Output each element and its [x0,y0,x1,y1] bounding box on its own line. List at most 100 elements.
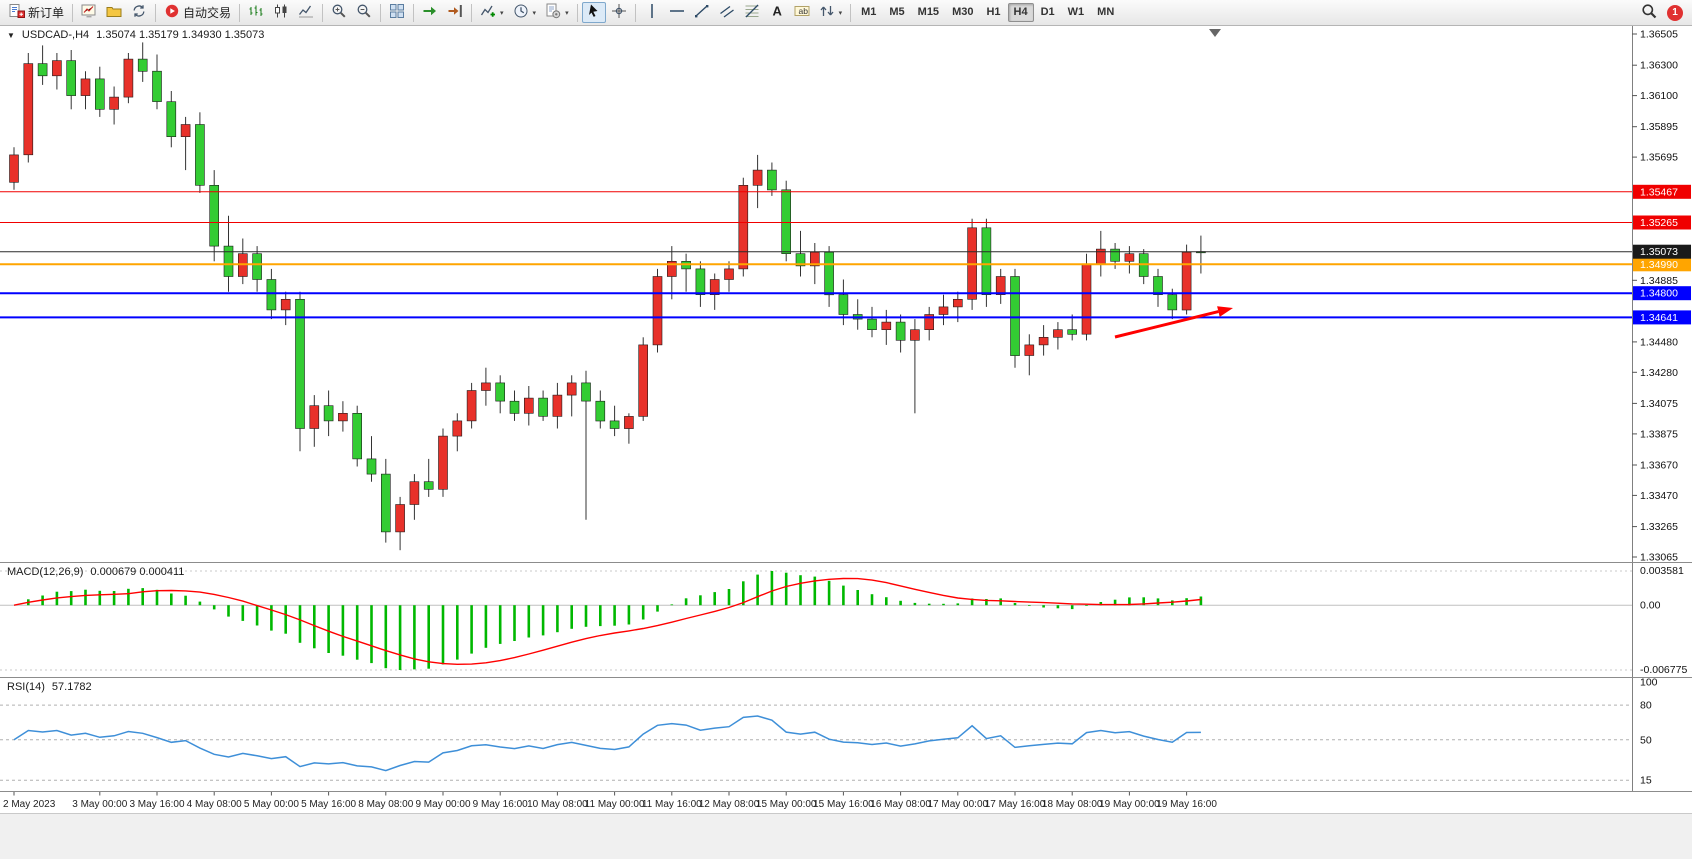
vertical-line-button[interactable] [640,2,664,23]
search-button[interactable] [1637,2,1661,23]
text-button[interactable]: A [765,2,789,23]
svg-text:18 May 08:00: 18 May 08:00 [1042,799,1103,810]
rsi-panel[interactable]: RSI(14) 57.1782 100 80 50 15 [0,677,1692,792]
svg-text:1.33265: 1.33265 [1640,521,1678,533]
chart-dropdown-icon[interactable]: ▼ [7,30,15,40]
toolbar-divider [413,3,415,22]
rsi-label: RSI(14) [7,681,45,693]
timeframe-button-M30[interactable]: M30 [952,6,974,18]
macd-signal-line [13,577,1201,666]
svg-text:12 May 08:00: 12 May 08:00 [699,799,760,810]
new-order-icon [9,3,25,22]
chart-shift-button[interactable] [443,2,467,23]
text-label-button[interactable]: ab [790,2,814,23]
svg-text:19 May 16:00: 19 May 16:00 [1156,799,1217,810]
svg-text:10 May 08:00: 10 May 08:00 [527,799,588,810]
fibonacci-button[interactable] [740,2,764,23]
timeframe-button-M5[interactable]: M5 [889,6,905,18]
indicators-button[interactable]: ▾ [476,2,508,23]
toolbar-divider [471,3,473,22]
refresh-button[interactable] [127,2,151,23]
arrow-objects-button[interactable]: ▾ [815,2,847,23]
svg-text:1.34885: 1.34885 [1640,275,1678,287]
toolbar-divider [380,3,382,22]
time-axis[interactable]: 2 May 2023 3 May 00:00 3 May 16:00 4 May 08… [0,791,1692,814]
timeframe-button-D1[interactable]: D1 [1040,6,1055,18]
toolbar-divider [322,3,324,22]
macd-panel[interactable]: MACD(12,26,9) 0.000679 0.000411 0.003581… [0,562,1692,678]
new-order-button-label: 新订单 [28,6,65,20]
zoom-out-button[interactable] [352,2,376,23]
zoom-in-icon [331,3,347,22]
periods-button[interactable]: ▾ [509,2,541,23]
candlestick-chart-button[interactable] [269,2,293,23]
toolbar-divider [239,3,241,22]
toolbar-divider [850,3,852,22]
svg-text:1.35073: 1.35073 [1640,246,1678,258]
dropdown-caret-icon: ▾ [838,9,843,17]
line-chart-button[interactable] [294,2,318,23]
svg-text:16 May 08:00: 16 May 08:00 [870,799,931,810]
svg-text:4 May 08:00: 4 May 08:00 [187,799,242,810]
svg-text:1.36300: 1.36300 [1640,60,1678,72]
timeframe-button-M1[interactable]: M1 [861,6,877,18]
new-order-button[interactable]: 新订单 [5,2,68,23]
svg-text:11 May 16:00: 11 May 16:00 [642,799,702,810]
bar-chart-button[interactable] [244,2,268,23]
fibo-icon [744,3,760,22]
timeframe-button-MN[interactable]: MN [1097,6,1115,18]
svg-text:17 May 00:00: 17 May 00:00 [927,799,988,810]
auto-trading-button[interactable]: 自动交易 [160,2,235,23]
symbol-timeframe-label: USDCAD-,H4 [21,29,90,41]
toolbar-divider [72,3,74,22]
zoom-in-button[interactable] [327,2,351,23]
arrow-annotation[interactable] [1114,306,1233,339]
macd-label: MACD(12,26,9) [7,566,84,578]
profiles-button[interactable] [102,2,126,23]
svg-text:15: 15 [1640,775,1652,787]
price-tag: 1.35265 [1633,215,1691,230]
dropdown-caret-icon: ▾ [532,9,537,17]
chart-shift-marker[interactable] [1209,29,1221,37]
shift-icon [447,3,463,22]
price-chart-panel[interactable]: ▼ USDCAD-,H4 1.35074 1.35179 1.34930 1.3… [0,26,1692,562]
price-axis[interactable]: 1.36505 1.36300 1.36100 1.35895 1.35695 1.348… [1632,26,1691,562]
tile-windows-button[interactable] [385,2,409,23]
horizontal-line-button[interactable] [665,2,689,23]
svg-text:1.35265: 1.35265 [1640,217,1678,229]
tile-icon [389,3,405,22]
svg-text:1.36505: 1.36505 [1640,29,1678,41]
svg-text:1.35467: 1.35467 [1640,186,1678,198]
arrows-icon [819,3,835,22]
zoom-out-icon [356,3,372,22]
auto-scroll-button[interactable] [418,2,442,23]
timeframe-button-M15[interactable]: M15 [917,6,940,18]
svg-text:15 May 16:00: 15 May 16:00 [813,799,874,810]
price-tag: 1.34800 [1633,286,1691,301]
cursor-button[interactable] [581,2,606,23]
new-chart-button[interactable] [77,2,101,23]
bar-chart-icon [248,3,264,22]
svg-text:-0.006775: -0.006775 [1640,664,1687,676]
toolbar-divider [634,3,636,22]
window-footer [0,813,1692,859]
price-tag: 1.35467 [1633,184,1691,199]
crosshair-button[interactable] [607,2,631,23]
svg-text:1.34641: 1.34641 [1640,312,1678,324]
svg-text:50: 50 [1640,734,1652,746]
timeframe-button-W1[interactable]: W1 [1067,6,1085,18]
crosshair-icon [611,3,627,22]
timeframe-button-H1[interactable]: H1 [986,6,1001,18]
auto-scroll-icon [422,3,438,22]
channel-button[interactable] [715,2,739,23]
svg-text:1.34280: 1.34280 [1640,367,1678,379]
templates-button[interactable]: ▾ [541,2,573,23]
timeframe-button-H4[interactable]: H4 [1007,3,1034,22]
trendline-button[interactable] [690,2,714,23]
macd-values: 0.000679 0.000411 [90,566,185,578]
svg-text:5 May 16:00: 5 May 16:00 [301,799,356,810]
svg-text:15 May 00:00: 15 May 00:00 [756,799,817,810]
candles-layer [9,42,1206,551]
notification-badge[interactable]: 1 [1667,4,1683,21]
svg-text:0.003581: 0.003581 [1640,565,1684,577]
